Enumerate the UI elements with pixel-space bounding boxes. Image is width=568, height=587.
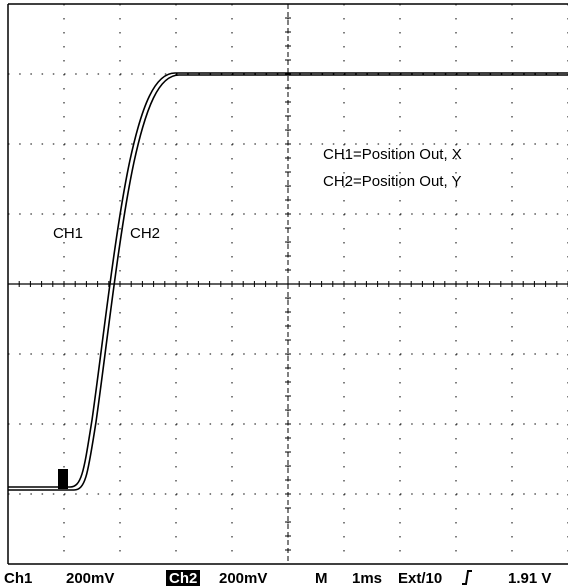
trace-label: CH1 bbox=[53, 225, 83, 242]
trace-ch1 bbox=[8, 72, 568, 488]
status-timebase: 1ms bbox=[352, 570, 382, 587]
edge-symbol bbox=[462, 570, 472, 585]
status-trigger-source: Ext/10 bbox=[398, 570, 442, 587]
status-trigger-level: 1.91 V bbox=[508, 570, 551, 587]
trace-label: CH2 bbox=[130, 225, 160, 242]
status-ch2-scale: 200mV bbox=[219, 570, 267, 587]
status-ch2: Ch2 bbox=[169, 570, 197, 587]
trigger-marker bbox=[58, 469, 68, 489]
status-mode: M bbox=[315, 570, 328, 587]
status-bar: Ch1 200mV Ch2 200mV M 1ms Ext/10 1.91 V bbox=[4, 570, 551, 587]
legend-line: CH1=Position Out, X bbox=[323, 146, 462, 163]
ch2-box bbox=[166, 570, 200, 586]
trace-ch2 bbox=[8, 74, 568, 491]
traces bbox=[8, 72, 568, 491]
graticule bbox=[7, 3, 568, 565]
status-ch1: Ch1 bbox=[4, 570, 32, 587]
legend-line: CH2=Position Out, Y bbox=[323, 173, 462, 190]
status-ch1-scale: 200mV bbox=[66, 570, 114, 587]
